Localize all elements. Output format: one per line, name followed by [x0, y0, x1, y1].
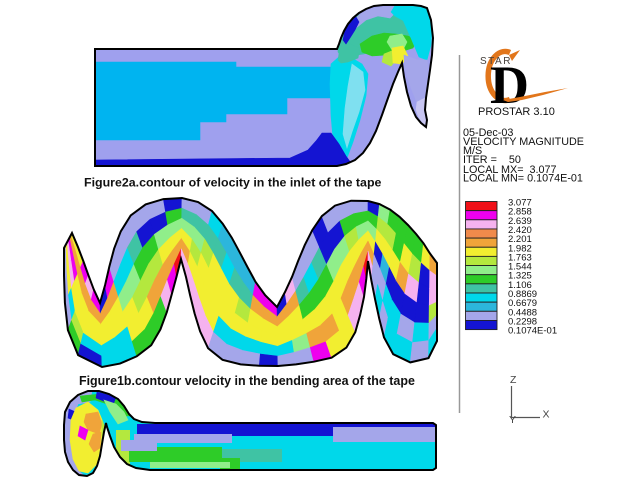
svg-text:LOCAL MX= 3.077: LOCAL MX= 3.077 — [463, 164, 557, 176]
svg-text:0.6679: 0.6679 — [508, 298, 537, 309]
svg-text:1.325: 1.325 — [508, 271, 532, 282]
svg-text:Z: Z — [510, 374, 517, 386]
svg-text:2.858: 2.858 — [508, 207, 532, 218]
svg-text:0.1074E-01: 0.1074E-01 — [508, 326, 557, 337]
svg-text:2.201: 2.201 — [508, 234, 532, 245]
svg-text:0.2298: 0.2298 — [508, 316, 537, 327]
svg-text:D: D — [490, 55, 529, 115]
svg-text:ITER = 50: ITER = 50 — [463, 154, 521, 166]
svg-text:Figure2a.contour of velocity i: Figure2a.contour of velocity in the inle… — [84, 176, 382, 190]
svg-text:05-Dec-03: 05-Dec-03 — [463, 127, 513, 139]
svg-text:VELOCITY MAGNITUDE: VELOCITY MAGNITUDE — [463, 136, 584, 148]
svg-text:Y: Y — [509, 414, 516, 426]
svg-text:M/S: M/S — [463, 145, 482, 157]
svg-text:0.8869: 0.8869 — [508, 289, 537, 300]
svg-text:1.106: 1.106 — [508, 280, 532, 291]
svg-text:STAR: STAR — [480, 56, 512, 67]
svg-text:Figure1b.contour velocity in t: Figure1b.contour velocity in the bending… — [79, 374, 415, 388]
svg-text:PROSTAR 3.10: PROSTAR 3.10 — [478, 106, 555, 118]
svg-text:1.982: 1.982 — [508, 243, 532, 254]
svg-text:1.763: 1.763 — [508, 252, 532, 263]
svg-text:LOCAL MN= 0.1074E-01: LOCAL MN= 0.1074E-01 — [463, 172, 583, 184]
svg-text:2.639: 2.639 — [508, 216, 532, 227]
svg-text:X: X — [543, 409, 550, 421]
svg-text:2.420: 2.420 — [508, 225, 532, 236]
svg-text:1.544: 1.544 — [508, 262, 532, 273]
svg-text:3.077: 3.077 — [508, 198, 532, 209]
svg-text:0.4488: 0.4488 — [508, 307, 537, 318]
